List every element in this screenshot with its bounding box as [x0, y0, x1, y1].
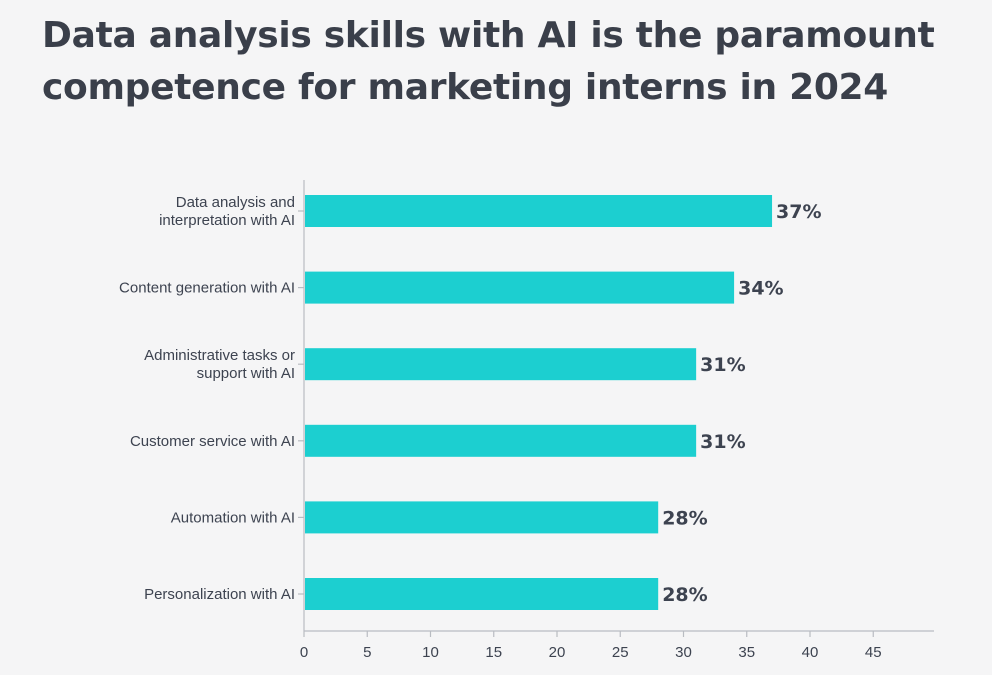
- bar: [305, 348, 697, 381]
- category-label: Content generation with AI: [119, 280, 295, 297]
- category-label: Customer service with AI: [130, 433, 295, 450]
- value-label: 28%: [662, 584, 707, 606]
- category-label: Automation with AI: [171, 509, 295, 526]
- chart-title: Data analysis skills with AI is the para…: [42, 10, 962, 114]
- category-label: Data analysis and: [176, 194, 295, 211]
- category-label: Administrative tasks or: [144, 347, 295, 364]
- value-label: 37%: [776, 201, 821, 223]
- bar: [305, 271, 735, 304]
- chart-title-line-2: competence for marketing interns in 2024: [42, 67, 889, 108]
- x-tick-label: 5: [363, 644, 371, 661]
- x-tick-label: 15: [485, 644, 502, 661]
- x-tick-label: 35: [738, 644, 755, 661]
- x-tick-label: 45: [865, 644, 882, 661]
- x-tick-label: 30: [675, 644, 692, 661]
- x-tick-label: 10: [422, 644, 439, 661]
- x-tick-label: 25: [612, 644, 629, 661]
- value-label: 28%: [662, 507, 707, 529]
- category-label: interpretation with AI: [159, 212, 295, 229]
- value-label: 31%: [700, 431, 745, 453]
- value-label: 31%: [700, 354, 745, 376]
- x-tick-label: 20: [549, 644, 566, 661]
- bar: [305, 578, 659, 610]
- category-label: support with AI: [197, 365, 295, 382]
- category-label: Personalization with AI: [144, 586, 295, 603]
- x-tick-label: 0: [300, 644, 308, 661]
- bar: [305, 424, 697, 457]
- bar: [305, 501, 659, 534]
- x-tick-label: 40: [802, 644, 819, 661]
- bar: [305, 195, 773, 227]
- chart-title-line-1: Data analysis skills with AI is the para…: [42, 15, 935, 56]
- value-label: 34%: [738, 278, 783, 300]
